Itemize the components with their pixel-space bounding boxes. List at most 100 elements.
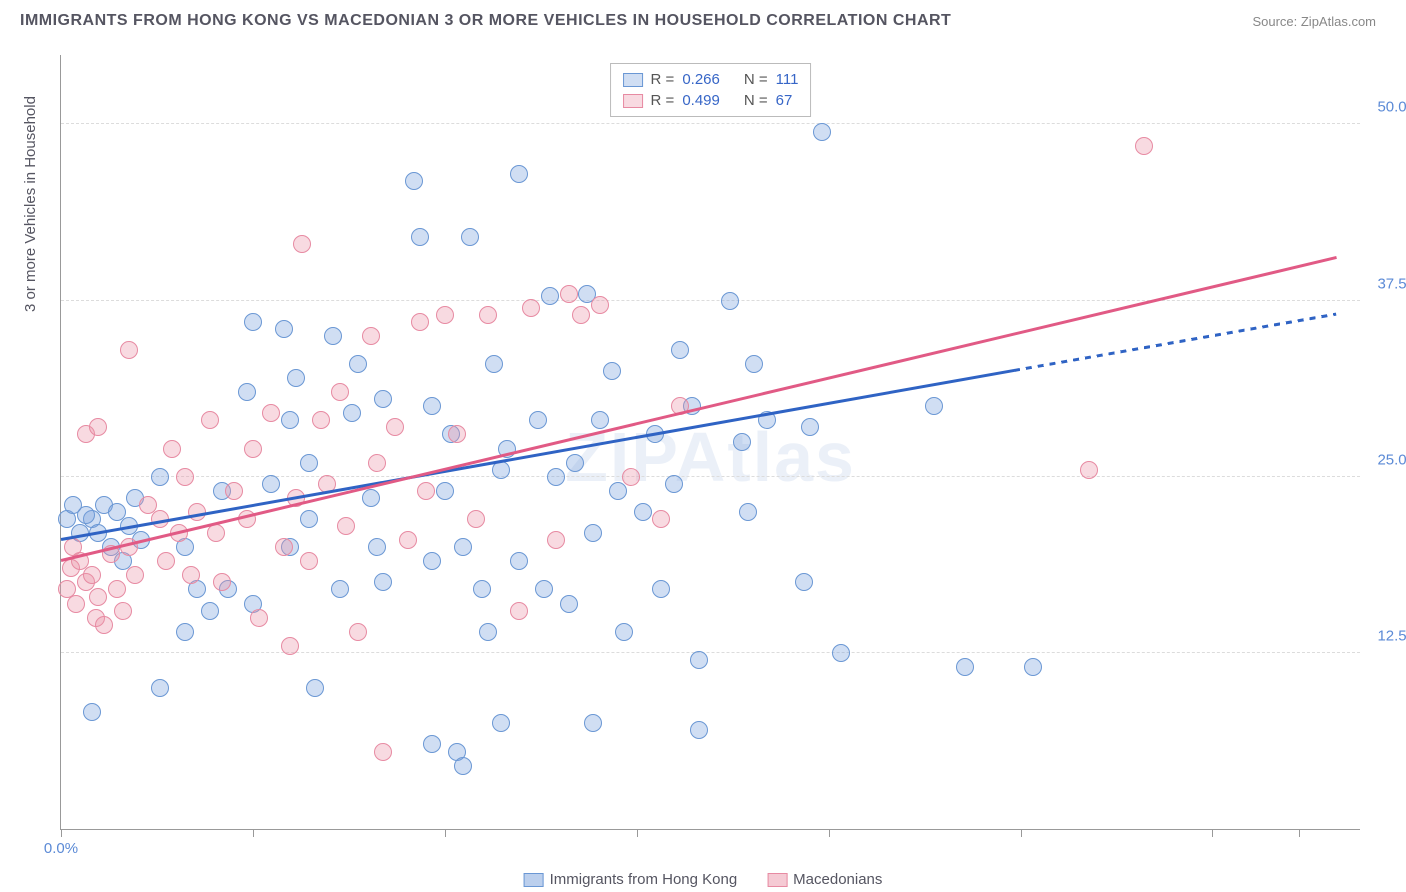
correlation-legend: R = 0.266N = 111R = 0.499N = 67 <box>610 63 812 117</box>
gridline <box>61 476 1360 477</box>
scatter-point <box>225 482 243 500</box>
scatter-point <box>622 468 640 486</box>
scatter-point <box>201 411 219 429</box>
scatter-point <box>95 616 113 634</box>
scatter-point <box>634 503 652 521</box>
scatter-point <box>275 538 293 556</box>
scatter-point <box>652 580 670 598</box>
x-tick-label: 0.0% <box>44 840 78 857</box>
scatter-point <box>690 651 708 669</box>
scatter-point <box>157 552 175 570</box>
scatter-point <box>547 468 565 486</box>
legend-swatch <box>623 94 643 108</box>
legend-n-value: 67 <box>776 92 793 109</box>
scatter-point <box>813 123 831 141</box>
legend-swatch <box>524 873 544 887</box>
scatter-point <box>461 228 479 246</box>
scatter-point <box>368 454 386 472</box>
scatter-point <box>287 369 305 387</box>
scatter-point <box>262 404 280 422</box>
scatter-point <box>671 341 689 359</box>
scatter-point <box>411 313 429 331</box>
scatter-point <box>108 580 126 598</box>
scatter-point <box>374 743 392 761</box>
scatter-point <box>485 355 503 373</box>
scatter-point <box>300 552 318 570</box>
scatter-point <box>293 235 311 253</box>
x-tick <box>637 829 638 837</box>
scatter-point <box>1135 137 1153 155</box>
legend-label: Macedonians <box>793 871 882 888</box>
scatter-point <box>83 703 101 721</box>
scatter-point <box>349 623 367 641</box>
scatter-point <box>665 475 683 493</box>
legend-n-label: N = <box>744 92 768 109</box>
scatter-point <box>89 418 107 436</box>
scatter-point <box>721 292 739 310</box>
scatter-point <box>151 468 169 486</box>
series-legend: Immigrants from Hong Kong Macedonians <box>524 871 883 888</box>
scatter-point <box>479 623 497 641</box>
scatter-point <box>560 285 578 303</box>
x-tick <box>61 829 62 837</box>
scatter-point <box>436 482 454 500</box>
scatter-point <box>77 506 95 524</box>
scatter-point <box>126 566 144 584</box>
scatter-point <box>337 517 355 535</box>
scatter-point <box>745 355 763 373</box>
scatter-point <box>584 714 602 732</box>
scatter-point <box>510 552 528 570</box>
scatter-point <box>652 510 670 528</box>
scatter-point <box>374 390 392 408</box>
scatter-point <box>615 623 633 641</box>
y-tick-label: 50.0% <box>1377 99 1406 116</box>
scatter-point <box>244 440 262 458</box>
scatter-point <box>324 327 342 345</box>
scatter-point <box>89 588 107 606</box>
scatter-point <box>560 595 578 613</box>
scatter-point <box>1080 461 1098 479</box>
legend-r-label: R = <box>651 71 675 88</box>
scatter-point <box>244 313 262 331</box>
scatter-point <box>362 327 380 345</box>
scatter-point <box>362 489 380 507</box>
trend-line <box>61 369 1015 541</box>
legend-n-value: 111 <box>776 71 799 88</box>
legend-label: Immigrants from Hong Kong <box>550 871 738 888</box>
y-tick-label: 25.0% <box>1377 451 1406 468</box>
legend-item: Macedonians <box>767 871 882 888</box>
scatter-point <box>281 637 299 655</box>
scatter-point <box>609 482 627 500</box>
x-tick <box>1021 829 1022 837</box>
scatter-point <box>83 566 101 584</box>
scatter-point <box>479 306 497 324</box>
legend-item: Immigrants from Hong Kong <box>524 871 738 888</box>
scatter-point <box>1024 658 1042 676</box>
scatter-point <box>733 433 751 451</box>
scatter-point <box>739 503 757 521</box>
scatter-point <box>300 510 318 528</box>
scatter-point <box>343 404 361 422</box>
scatter-point <box>411 228 429 246</box>
scatter-point <box>795 573 813 591</box>
scatter-chart: ZIPAtlas R = 0.266N = 111R = 0.499N = 67… <box>60 55 1360 830</box>
scatter-point <box>114 602 132 620</box>
scatter-point <box>423 735 441 753</box>
scatter-point <box>690 721 708 739</box>
scatter-point <box>213 573 231 591</box>
x-tick <box>253 829 254 837</box>
scatter-point <box>454 538 472 556</box>
scatter-point <box>374 573 392 591</box>
legend-r-value: 0.499 <box>682 92 720 109</box>
scatter-point <box>176 468 194 486</box>
scatter-point <box>399 531 417 549</box>
scatter-point <box>349 355 367 373</box>
legend-swatch <box>623 73 643 87</box>
scatter-point <box>436 306 454 324</box>
legend-n-label: N = <box>744 71 768 88</box>
scatter-point <box>603 362 621 380</box>
scatter-point <box>801 418 819 436</box>
scatter-point <box>368 538 386 556</box>
scatter-point <box>306 679 324 697</box>
scatter-point <box>207 524 225 542</box>
